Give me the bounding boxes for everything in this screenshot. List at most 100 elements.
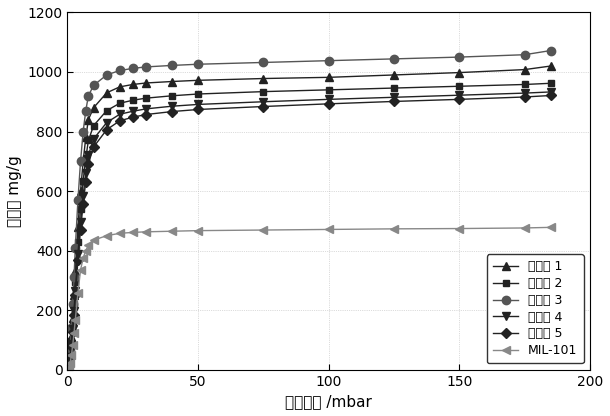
实施例 5 xyxy=(68,344,75,349)
MIL-101 xyxy=(82,248,90,253)
实施例 3 xyxy=(85,93,92,98)
MIL-101 xyxy=(195,228,202,233)
实施例 4 xyxy=(521,91,528,96)
实施例 2 xyxy=(77,206,84,211)
实施例 5 xyxy=(195,107,202,112)
实施例 1 xyxy=(456,70,463,75)
Line: 实施例 3: 实施例 3 xyxy=(63,46,555,374)
实施例 2 xyxy=(116,101,123,106)
实施例 3 xyxy=(168,63,176,68)
MIL-101 xyxy=(79,255,87,260)
实施例 3 xyxy=(70,275,77,280)
实施例 2 xyxy=(547,81,554,86)
MIL-101 xyxy=(168,229,176,234)
实施例 5 xyxy=(456,97,463,102)
实施例 2 xyxy=(456,84,463,89)
MIL-101 xyxy=(456,226,463,231)
实施例 3 xyxy=(64,367,71,372)
实施例 4 xyxy=(90,136,97,141)
实施例 1 xyxy=(90,105,97,110)
实施例 1 xyxy=(260,76,267,81)
实施例 3 xyxy=(521,52,528,57)
实施例 4 xyxy=(70,308,77,313)
实施例 4 xyxy=(85,153,92,158)
MIL-101 xyxy=(71,317,79,322)
实施例 3 xyxy=(325,58,332,63)
实施例 3 xyxy=(66,346,74,351)
实施例 5 xyxy=(69,329,76,334)
实施例 1 xyxy=(74,224,82,229)
实施例 4 xyxy=(68,342,75,347)
实施例 5 xyxy=(103,127,110,132)
实施例 4 xyxy=(142,106,149,111)
实施例 3 xyxy=(90,83,97,88)
MIL-101 xyxy=(69,343,76,348)
实施例 1 xyxy=(85,117,92,122)
实施例 2 xyxy=(85,138,92,143)
实施例 1 xyxy=(325,75,332,80)
实施例 1 xyxy=(547,64,554,69)
实施例 5 xyxy=(129,115,137,120)
实施例 1 xyxy=(70,293,77,298)
实施例 1 xyxy=(142,80,149,85)
MIL-101 xyxy=(77,267,84,272)
实施例 3 xyxy=(142,64,149,69)
实施例 4 xyxy=(69,326,76,331)
实施例 3 xyxy=(103,72,110,77)
实施例 5 xyxy=(66,356,74,361)
实施例 1 xyxy=(65,361,73,366)
实施例 3 xyxy=(260,60,267,65)
实施例 5 xyxy=(168,109,176,114)
MIL-101 xyxy=(64,367,71,372)
MIL-101 xyxy=(90,238,97,243)
实施例 2 xyxy=(521,82,528,87)
实施例 4 xyxy=(547,89,554,94)
实施例 5 xyxy=(325,102,332,106)
MIL-101 xyxy=(70,331,77,336)
实施例 1 xyxy=(390,72,398,77)
实施例 4 xyxy=(71,288,79,293)
MIL-101 xyxy=(116,231,123,236)
实施例 2 xyxy=(64,367,71,372)
实施例 2 xyxy=(90,123,97,128)
MIL-101 xyxy=(66,361,74,366)
实施例 5 xyxy=(74,258,82,262)
实施例 3 xyxy=(69,302,76,307)
Legend: 实施例 1, 实施例 2, 实施例 3, 实施例 4, 实施例 5, MIL-101: 实施例 1, 实施例 2, 实施例 3, 实施例 4, 实施例 5, MIL-1… xyxy=(487,254,584,364)
实施例 3 xyxy=(68,325,75,330)
实施例 2 xyxy=(195,92,202,97)
实施例 5 xyxy=(71,293,79,298)
实施例 4 xyxy=(195,102,202,107)
实施例 3 xyxy=(129,66,137,71)
实施例 5 xyxy=(116,118,123,123)
MIL-101 xyxy=(74,290,82,295)
实施例 5 xyxy=(65,363,73,368)
实施例 1 xyxy=(195,78,202,83)
实施例 4 xyxy=(77,220,84,225)
实施例 1 xyxy=(77,188,84,193)
实施例 2 xyxy=(71,279,79,284)
实施例 2 xyxy=(390,86,398,91)
实施例 1 xyxy=(64,367,71,372)
Line: 实施例 2: 实施例 2 xyxy=(64,80,554,373)
实施例 4 xyxy=(129,109,137,114)
实施例 5 xyxy=(82,179,90,184)
实施例 2 xyxy=(129,98,137,103)
实施例 5 xyxy=(260,104,267,109)
实施例 3 xyxy=(65,360,73,365)
实施例 5 xyxy=(142,112,149,117)
Line: 实施例 4: 实施例 4 xyxy=(63,88,555,374)
实施例 3 xyxy=(79,129,87,134)
实施例 4 xyxy=(79,193,87,198)
实施例 3 xyxy=(195,62,202,67)
实施例 4 xyxy=(66,355,74,360)
实施例 1 xyxy=(521,67,528,72)
MIL-101 xyxy=(129,230,137,235)
实施例 4 xyxy=(325,97,332,102)
实施例 1 xyxy=(68,334,75,339)
实施例 2 xyxy=(103,108,110,113)
实施例 2 xyxy=(79,178,87,183)
MIL-101 xyxy=(68,353,75,358)
实施例 2 xyxy=(70,302,77,307)
实施例 1 xyxy=(129,82,137,87)
